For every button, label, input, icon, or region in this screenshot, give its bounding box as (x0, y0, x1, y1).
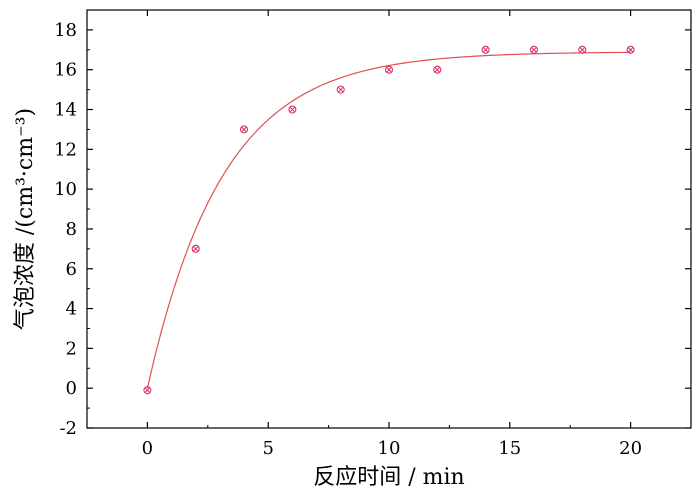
x-tick-label: 10 (378, 438, 401, 459)
data-point (143, 386, 152, 395)
x-axis-label: 反应时间 / min (313, 465, 464, 490)
y-tick-label: 4 (66, 299, 77, 320)
y-tick-label: 10 (54, 179, 77, 200)
y-tick-label: 6 (66, 259, 77, 280)
y-axis-label: 气泡浓度 /(cm³·cm⁻³) (13, 108, 38, 330)
x-tick-label: 0 (142, 438, 153, 459)
x-tick-label: 15 (498, 438, 521, 459)
y-tick-label: 8 (66, 219, 77, 240)
y-tick-label: 2 (66, 338, 77, 359)
data-point (384, 65, 394, 74)
x-tick-label: 20 (619, 438, 642, 459)
fit-curve (146, 51, 631, 389)
data-point (288, 105, 297, 114)
data-point (529, 45, 539, 54)
y-tick-label: 0 (66, 378, 77, 399)
data-point (626, 45, 635, 54)
x-tick-label: 5 (262, 438, 273, 459)
y-tick-label: 14 (54, 100, 77, 121)
data-point (239, 125, 249, 134)
data-points (143, 45, 635, 395)
y-tick-label: 12 (54, 139, 77, 160)
axis-ticks (86, 10, 692, 429)
y-tick-label: 18 (54, 20, 77, 41)
y-tick-label: 16 (54, 60, 77, 81)
data-point (336, 85, 345, 94)
data-point (481, 45, 490, 54)
tick-labels: 0 5 10 15 20 -2 0 2 4 6 8 10 12 14 16 18 (54, 20, 642, 459)
y-tick-label: -2 (59, 418, 77, 439)
data-point (191, 244, 200, 253)
data-point (578, 45, 587, 54)
data-point (433, 65, 442, 74)
